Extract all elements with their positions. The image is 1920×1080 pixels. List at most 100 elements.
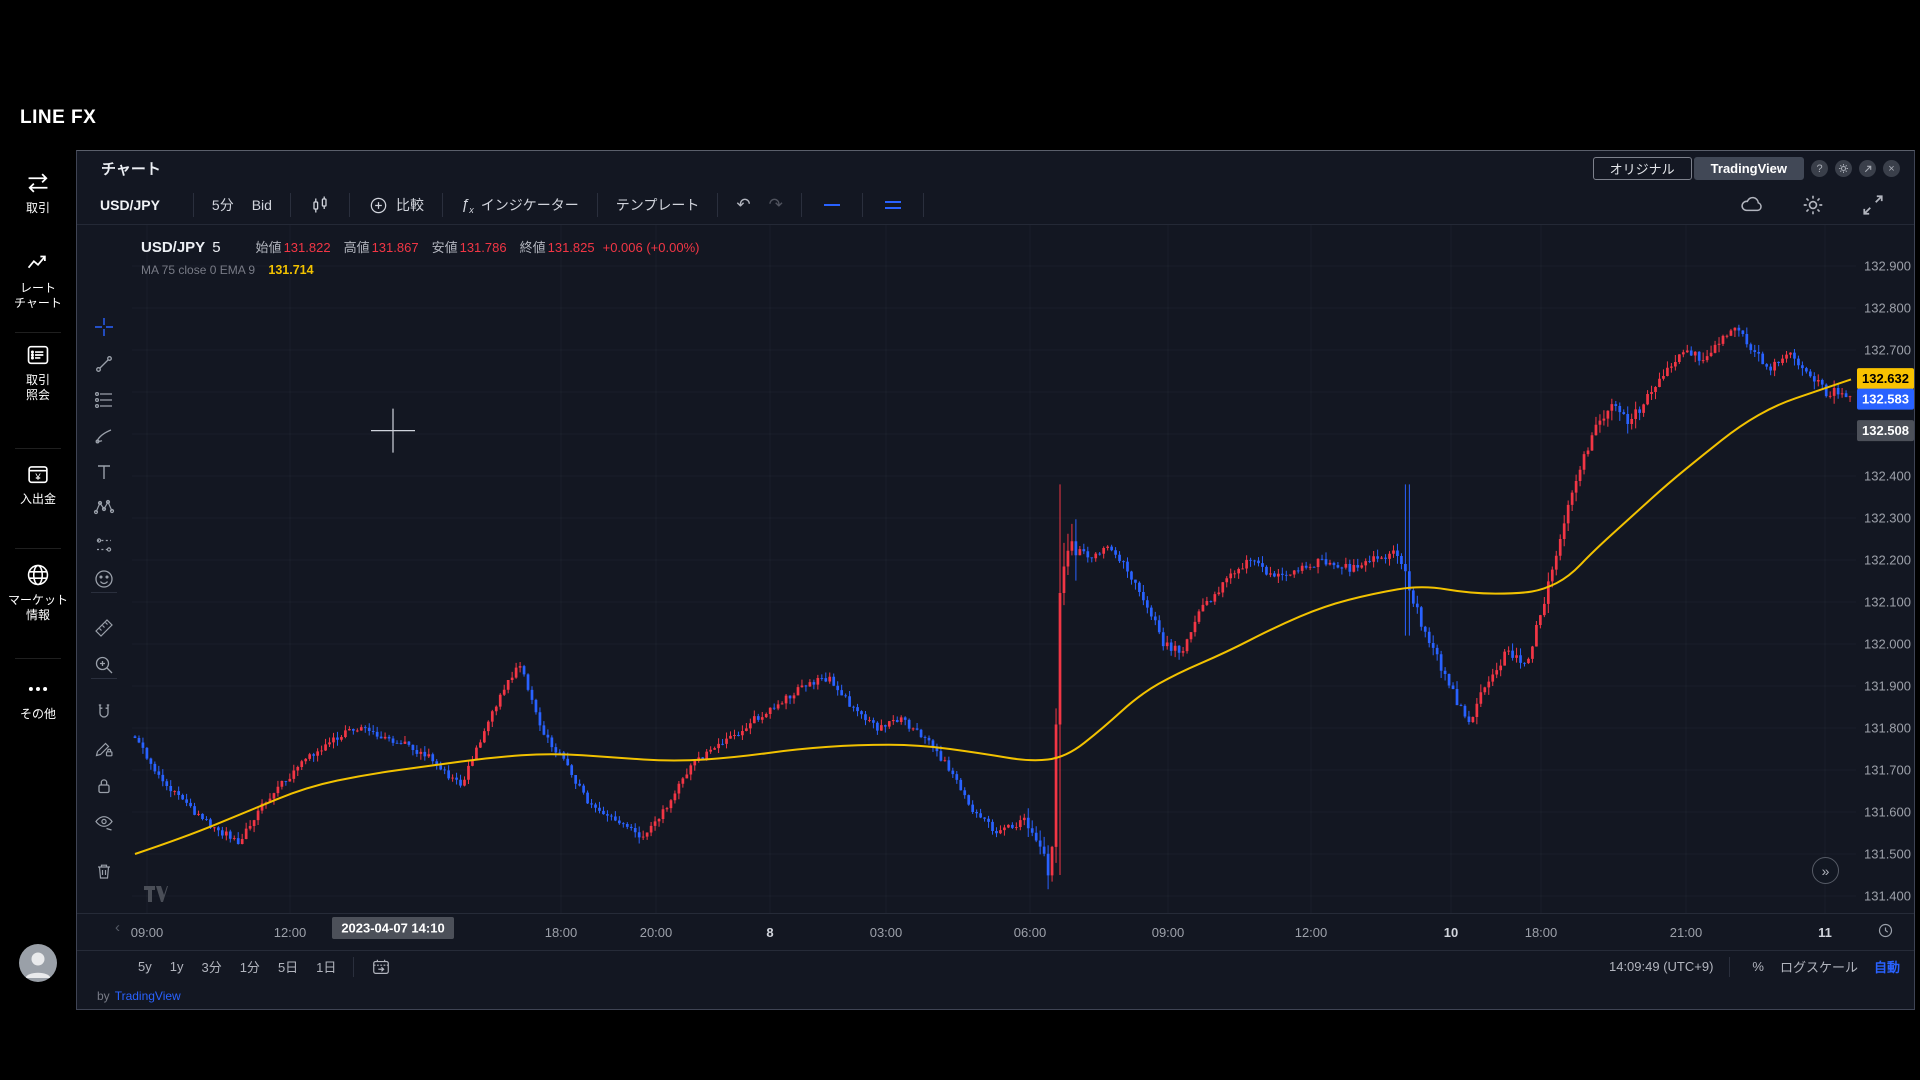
linefx-logo: LINE FX [20, 107, 96, 129]
app-sidebar: LINE FX 取引 レート チャート 取引 照会 ¥ 入出金 マーケット 情報… [0, 0, 76, 1080]
forecast-tool-button[interactable] [93, 534, 115, 556]
lock-icon [93, 775, 115, 797]
hide-drawings-button[interactable] [93, 811, 115, 833]
chart-settings-button[interactable] [1792, 193, 1834, 217]
chart-style-button[interactable] [300, 194, 340, 216]
brush-icon [93, 425, 115, 447]
svg-text:¥: ¥ [34, 472, 41, 483]
help-button[interactable]: ? [1811, 160, 1828, 177]
gear-icon [1838, 163, 1849, 174]
range-5d-button[interactable]: 5日 [269, 957, 307, 976]
percent-scale-button[interactable]: % [1752, 959, 1764, 974]
market-info-globe-icon [25, 562, 51, 588]
lock-drawings-button[interactable] [93, 775, 115, 797]
zoom-tool-button[interactable] [93, 654, 115, 676]
price-type-button[interactable]: Bid [243, 197, 281, 213]
sidebar-separator [15, 332, 61, 333]
fx-icon: ƒx [461, 196, 474, 215]
single-line-icon [820, 197, 844, 213]
chart-plot-area[interactable] [132, 225, 1856, 913]
tradingview-watermark[interactable] [143, 884, 169, 904]
crosshair-tool-button[interactable] [93, 316, 115, 338]
popout-arrow-icon [1863, 164, 1873, 174]
symbol-button[interactable]: USD/JPY [91, 197, 184, 213]
parallel-lines-tool-button[interactable] [872, 197, 914, 213]
deposit-withdraw-icon: ¥ [25, 461, 51, 487]
panel-titlebar: チャート オリジナル TradingView ? × [77, 151, 1914, 186]
pencil-lock-icon [93, 737, 115, 759]
price-axis[interactable] [1856, 225, 1916, 913]
measure-tool-button[interactable] [93, 617, 115, 639]
tradingview-link[interactable]: TradingView [115, 989, 181, 1003]
sidebar-item-trade-inquiry[interactable]: 取引 照会 [0, 342, 76, 403]
emoji-icon [93, 568, 115, 590]
time-axis[interactable] [77, 913, 1914, 950]
brush-tool-button[interactable] [93, 425, 115, 447]
sidebar-item-trade[interactable]: 取引 [0, 170, 76, 216]
crosshair-icon [93, 316, 115, 338]
range-5y-button[interactable]: 5y [129, 959, 161, 974]
timezone-clock-icon[interactable] [1877, 922, 1894, 939]
goto-date-icon [371, 957, 391, 977]
magnet-icon [93, 702, 115, 724]
eye-icon [93, 811, 115, 833]
clock-display[interactable]: 14:09:49 (UTC+9) [1609, 959, 1713, 974]
settings-button[interactable] [1835, 160, 1852, 177]
tradingview-view-button[interactable]: TradingView [1694, 157, 1804, 180]
magnet-tool-button[interactable] [93, 702, 115, 724]
transfer-arrows-icon [25, 170, 51, 196]
candlestick-style-icon [309, 194, 331, 216]
range-1d-button[interactable]: 1日 [307, 957, 345, 976]
templates-button[interactable]: テンプレート [607, 195, 709, 215]
cloud-sync-button[interactable] [1730, 192, 1774, 218]
compare-button[interactable]: 比較 [359, 195, 433, 216]
person-icon [19, 944, 57, 982]
sidebar-item-more[interactable]: その他 [0, 676, 76, 722]
interval-button[interactable]: 5分 [203, 195, 243, 215]
sidebar-separator [15, 548, 61, 549]
user-avatar[interactable] [19, 944, 57, 982]
sidebar-item-deposit[interactable]: ¥ 入出金 [0, 461, 76, 507]
sidebar-separator [15, 658, 61, 659]
text-tool-button[interactable] [93, 461, 115, 483]
horizontal-lines-icon [93, 389, 115, 411]
sidebar-item-rate-chart[interactable]: レート チャート [0, 250, 76, 311]
indicators-button[interactable]: ƒx インジケーター [452, 195, 588, 215]
auto-scale-button[interactable]: 自動 [1874, 957, 1900, 976]
tradingview-logo-icon [143, 884, 169, 904]
scroll-to-latest-button[interactable]: » [1812, 857, 1839, 884]
goto-date-button[interactable] [362, 957, 400, 977]
trash-icon [93, 860, 115, 882]
emoji-tool-button[interactable] [93, 568, 115, 590]
text-icon [93, 461, 115, 483]
log-scale-button[interactable]: ログスケール [1780, 957, 1858, 976]
remove-drawings-button[interactable] [93, 860, 115, 882]
original-view-button[interactable]: オリジナル [1593, 157, 1692, 180]
fib-lines-tool-button[interactable] [93, 389, 115, 411]
compare-plus-icon [368, 195, 389, 216]
redo-button[interactable]: ↷ [760, 195, 792, 215]
range-1m-button[interactable]: 1分 [231, 957, 269, 976]
chart-bottom-toolbar: 5y 1y 3分 1分 5日 1日 14:09:49 (UTC+9) % ログス… [77, 950, 1914, 982]
toolbar-collapse-icon[interactable]: ‹ [115, 919, 120, 936]
drawing-mode-button[interactable] [93, 737, 115, 759]
sidebar-item-market-info[interactable]: マーケット 情報 [0, 562, 76, 623]
popout-button[interactable] [1859, 160, 1876, 177]
hline-tool-button[interactable] [811, 197, 853, 213]
order-list-icon [25, 342, 51, 368]
chart-panel: 131.400131.500131.600131.700131.800131.9… [76, 150, 1915, 1010]
cloud-icon [1739, 192, 1765, 218]
rate-chart-icon [25, 250, 51, 276]
fullscreen-button[interactable] [1852, 193, 1894, 217]
range-3m-button[interactable]: 3分 [192, 957, 230, 976]
trendline-tool-button[interactable] [93, 353, 115, 375]
fullscreen-icon [1861, 193, 1885, 217]
undo-button[interactable]: ↶ [727, 195, 759, 215]
zoom-in-icon [93, 654, 115, 676]
range-1y-button[interactable]: 1y [161, 959, 193, 974]
trendline-icon [93, 353, 115, 375]
close-button[interactable]: × [1883, 160, 1900, 177]
forecast-icon [93, 534, 115, 556]
panel-title: チャート [101, 158, 161, 179]
pattern-tool-button[interactable] [93, 496, 115, 518]
